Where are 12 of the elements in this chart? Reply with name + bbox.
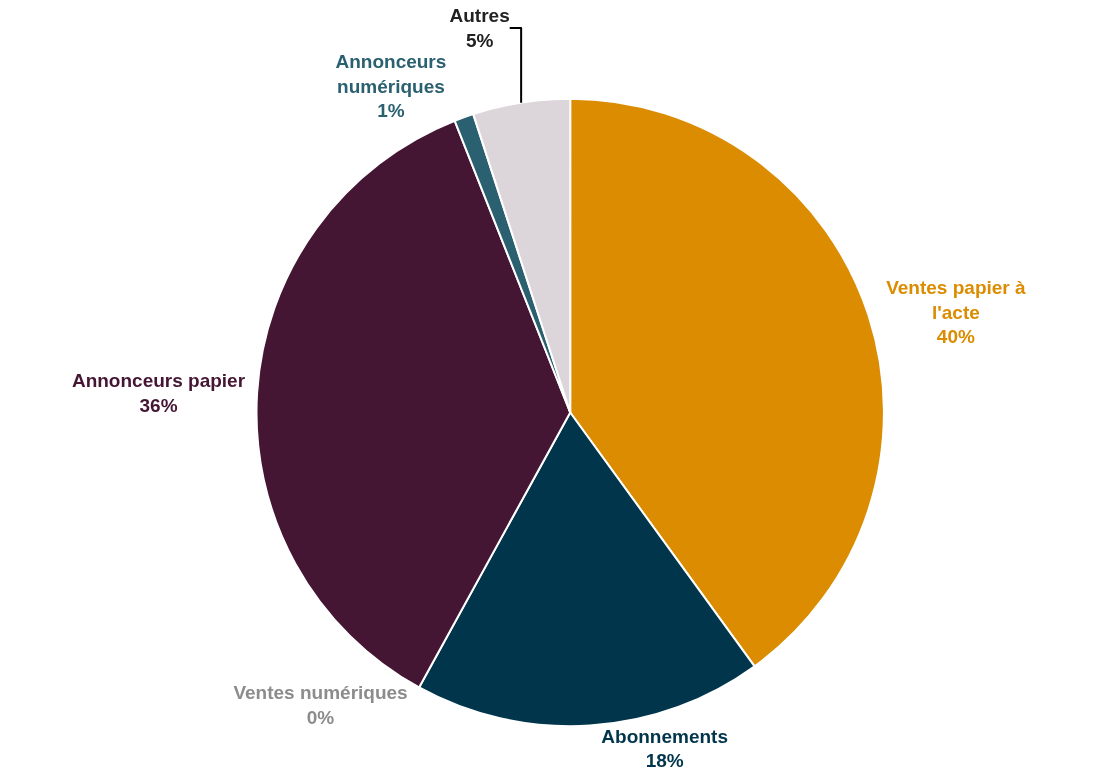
data-label: 36% xyxy=(139,394,178,416)
slice-label: Ventes papier à l'acte xyxy=(886,276,1027,323)
data-label: 40% xyxy=(936,326,975,348)
slice-label: Annonceurs numériques xyxy=(335,50,447,97)
data-label: 18% xyxy=(645,750,684,772)
category-label: Ventes numériques xyxy=(233,682,408,704)
text: 0% xyxy=(306,706,335,728)
slice-label: Abonnements xyxy=(601,725,729,747)
data-label: 1% xyxy=(377,100,405,122)
slice-label: Annonceurs papier xyxy=(71,369,246,391)
slice-label: Autres xyxy=(449,5,510,27)
data-label: 5% xyxy=(465,29,494,51)
